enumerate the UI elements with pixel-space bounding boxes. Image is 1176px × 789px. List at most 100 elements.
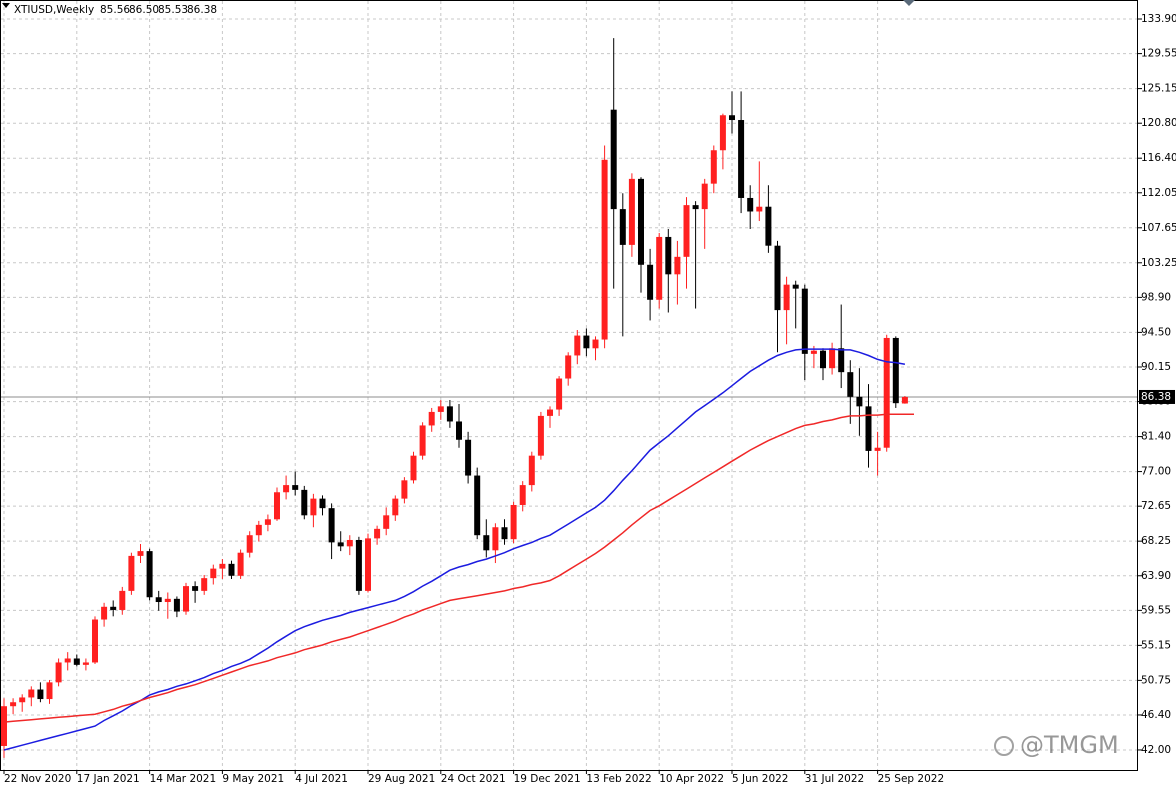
candle-body: [556, 378, 563, 410]
y-tick-label: 42.00: [1141, 744, 1171, 756]
candle-body: [146, 551, 153, 598]
candle-body: [365, 538, 371, 591]
candle-body: [892, 337, 899, 404]
moving-average-line: [3, 413, 914, 723]
candle-body: [310, 498, 317, 516]
x-tick-label: 24 Oct 2021: [441, 773, 506, 785]
y-tick-label: 77.00: [1141, 466, 1171, 478]
candle-body: [838, 348, 845, 373]
candle-body: [465, 439, 472, 476]
candle-body: [874, 447, 881, 451]
candle-body: [565, 355, 572, 379]
candle-body: [37, 689, 44, 700]
candle-body: [628, 178, 635, 245]
candle-body: [374, 528, 381, 539]
candle-body: [128, 555, 135, 591]
ohlc-value: 85.53: [158, 4, 188, 16]
candle-body: [164, 598, 171, 603]
candle-body: [183, 586, 189, 612]
plot-frame: [0, 0, 1138, 771]
scroll-marker: [903, 0, 915, 6]
candle-body: [110, 606, 117, 610]
candle-body: [64, 658, 71, 663]
y-tick-label: 72.65: [1141, 500, 1171, 512]
y-tick-label: 68.25: [1141, 535, 1171, 547]
candle-body: [337, 542, 344, 547]
candle-body: [601, 159, 608, 340]
candle-body: [701, 183, 708, 210]
candle-body: [719, 115, 726, 151]
candle-body: [537, 415, 544, 456]
candle-body: [82, 662, 89, 665]
candle-body: [692, 205, 699, 210]
x-tick-label: 9 May 2021: [222, 773, 284, 785]
candle-body: [810, 350, 817, 354]
candle-body: [674, 256, 681, 275]
candle-body: [10, 702, 17, 707]
candle-body: [28, 689, 35, 698]
candle-body: [456, 421, 462, 440]
candle-body: [747, 197, 754, 212]
menu-arrow[interactable]: [2, 3, 10, 8]
candle-body: [410, 455, 417, 481]
candle-body: [583, 335, 590, 349]
chart-title: XTIUSD,Weekly: [14, 4, 94, 16]
x-tick-label: 13 Feb 2022: [586, 773, 651, 785]
candle-body: [647, 264, 654, 300]
candle-body: [73, 658, 80, 665]
y-tick-label: 81.40: [1141, 431, 1171, 443]
marks-layer: [1, 38, 1138, 758]
y-tick-label: 50.75: [1141, 674, 1171, 686]
candle-body: [738, 120, 745, 198]
y-tick-label: 90.15: [1141, 361, 1171, 373]
x-tick-label: 14 Mar 2021: [150, 773, 217, 785]
candle-body: [19, 697, 26, 703]
candle-body: [437, 406, 444, 412]
candle-body: [519, 485, 526, 505]
candle-body: [820, 350, 826, 369]
y-tick-label: 133.90: [1141, 13, 1176, 25]
x-tick-label: 4 Jul 2021: [295, 773, 348, 785]
x-tick-label: 17 Jan 2021: [77, 773, 140, 785]
candle-body: [865, 406, 872, 451]
candle-body: [792, 284, 799, 289]
candle-body: [729, 115, 735, 121]
y-tick-label: 103.25: [1141, 257, 1176, 269]
candle-body: [665, 236, 672, 275]
candle-body: [246, 535, 253, 553]
y-tick-label: 120.80: [1141, 117, 1176, 129]
axis-layer: 133.90 129.55 125.15 120.80 116.40 112.05 107.…: [3, 13, 1176, 785]
candle-body: [55, 662, 62, 683]
price-tag-label: 86.38: [1141, 391, 1171, 403]
candle-body: [419, 425, 426, 456]
y-tick-label: 107.65: [1141, 222, 1176, 234]
watermark-logo: [994, 736, 1014, 756]
candle-body: [783, 284, 790, 311]
candle-body: [192, 586, 199, 591]
y-tick-label: 46.40: [1141, 709, 1171, 721]
candle-body: [346, 539, 353, 547]
candle-body: [137, 551, 144, 556]
candle-body: [210, 568, 217, 579]
candle-body: [92, 619, 98, 663]
candle-body: [264, 519, 271, 525]
candle-body: [856, 396, 863, 407]
candle-body: [474, 475, 481, 536]
y-tick-label: 125.15: [1141, 83, 1176, 95]
x-tick-label: 19 Dec 2021: [514, 773, 581, 785]
y-tick-label: 112.05: [1141, 187, 1176, 199]
candle-body: [774, 245, 781, 311]
candle-body: [901, 396, 908, 404]
y-tick-label: 94.50: [1141, 326, 1171, 338]
candle-body: [173, 598, 180, 612]
ohlc-value: 86.38: [187, 4, 217, 16]
candle-body: [255, 524, 262, 536]
candle-body: [510, 504, 517, 540]
candle-body: [683, 205, 690, 257]
y-tick-label: 129.55: [1141, 48, 1176, 60]
candle-body: [756, 206, 763, 212]
